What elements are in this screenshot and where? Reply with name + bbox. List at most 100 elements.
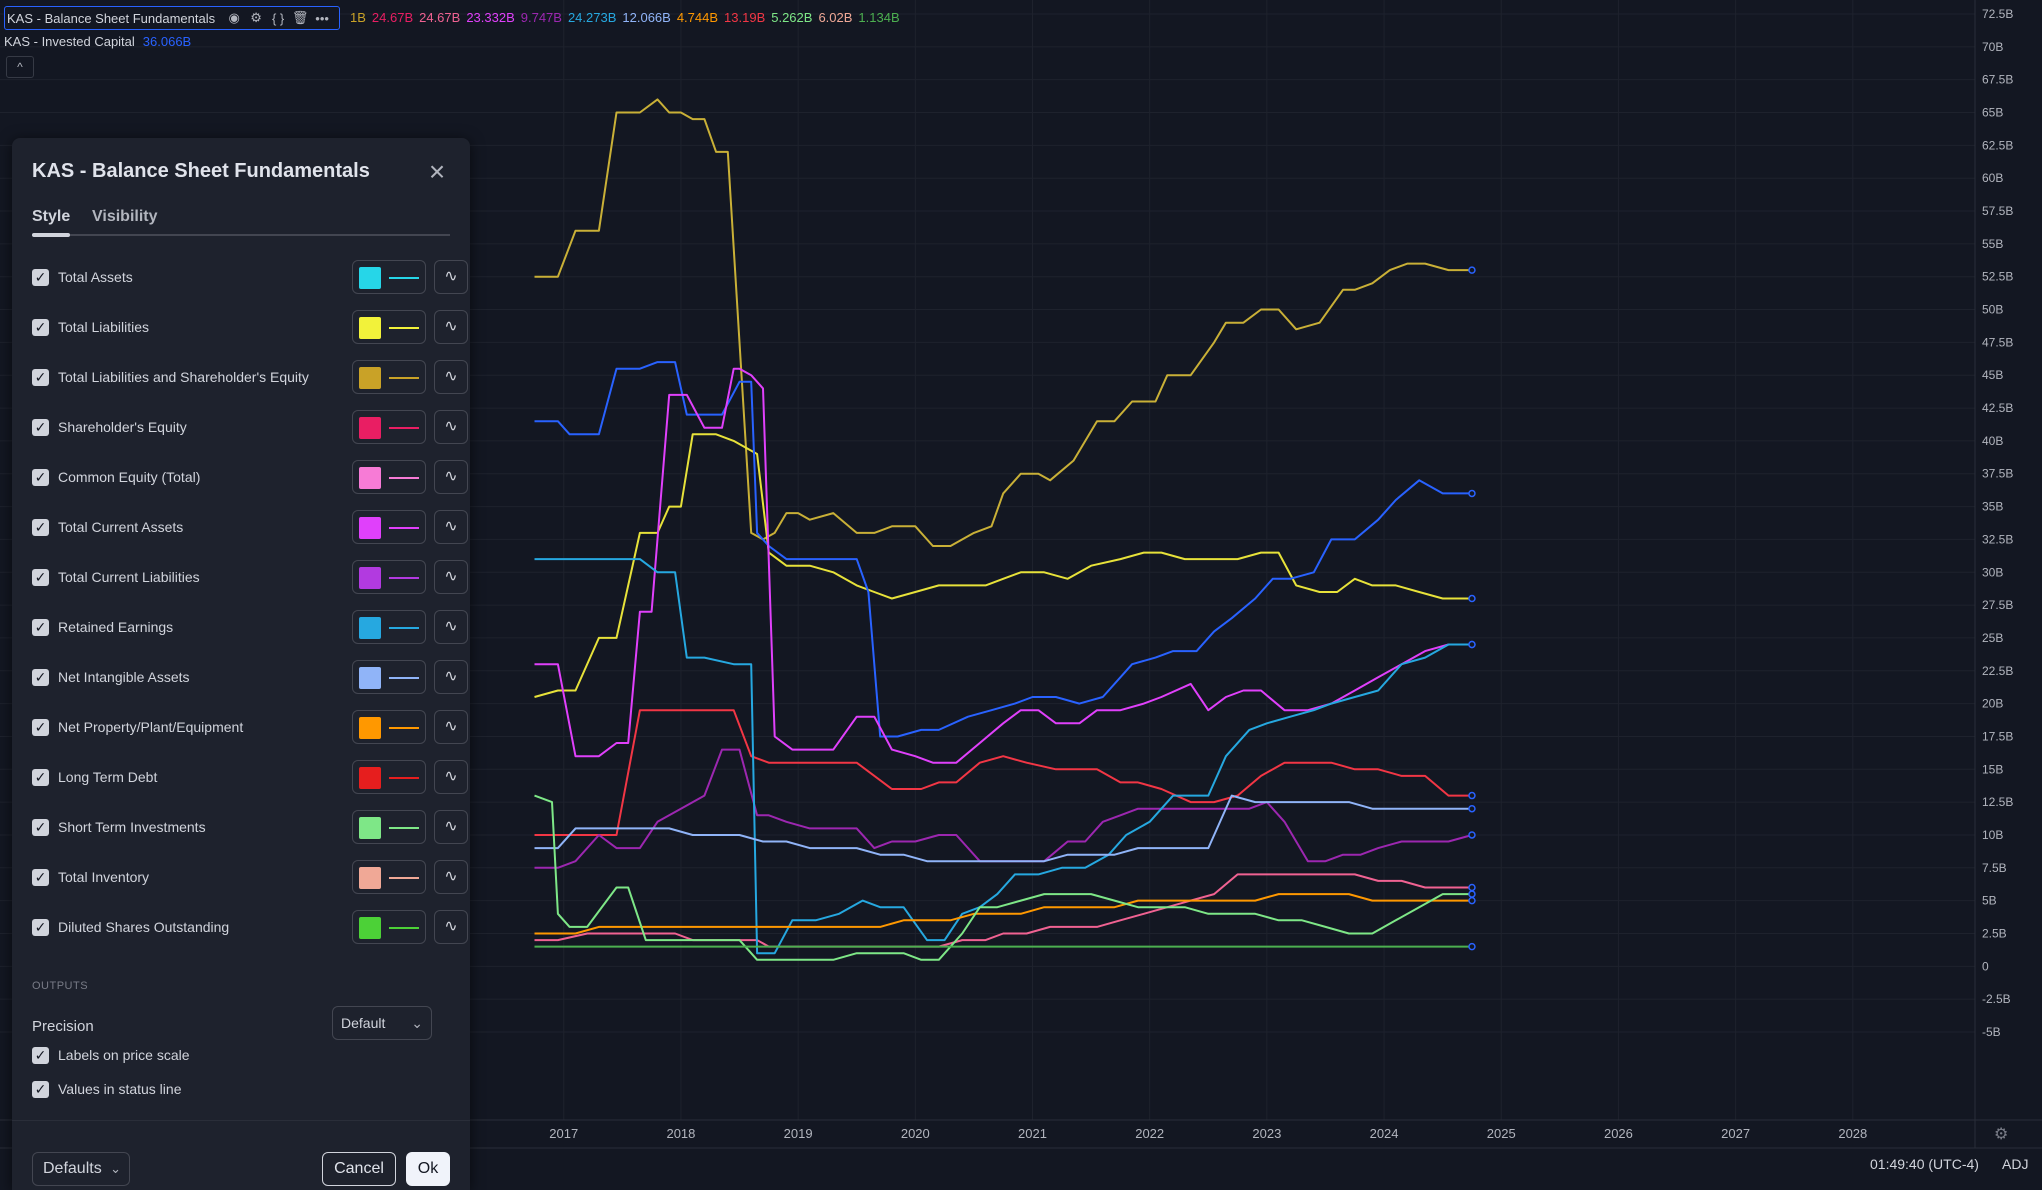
color-picker-button[interactable]	[352, 410, 426, 444]
color-picker-button[interactable]	[352, 310, 426, 344]
color-swatch	[359, 317, 381, 339]
values-in-status-line-row[interactable]: ✓ Values in status line	[32, 1072, 452, 1108]
plot-visible-checkbox[interactable]: ✓	[32, 369, 49, 386]
series-line[interactable]	[534, 794, 1473, 961]
series-line[interactable]	[534, 873, 1473, 948]
labels-on-price-scale-row[interactable]: ✓ Labels on price scale	[32, 1038, 452, 1074]
plot-visible-checkbox[interactable]: ✓	[32, 419, 49, 436]
plot-style-button[interactable]: ∿	[434, 410, 468, 444]
plot-row[interactable]: ✓ Total Current Assets ∿	[32, 510, 468, 546]
plot-row[interactable]: ✓ Total Liabilities and Shareholder's Equ…	[32, 360, 468, 396]
series-line[interactable]	[534, 558, 1473, 955]
series-line[interactable]	[534, 361, 1473, 738]
plot-style-button[interactable]: ∿	[434, 910, 468, 944]
plot-row[interactable]: ✓ Net Intangible Assets ∿	[32, 660, 468, 696]
invested-capital-title[interactable]: KAS - Invested Capital	[4, 33, 135, 49]
plot-visible-checkbox[interactable]: ✓	[32, 569, 49, 586]
ok-button[interactable]: Ok	[406, 1152, 450, 1186]
plot-style-button[interactable]: ∿	[434, 710, 468, 744]
color-swatch	[359, 617, 381, 639]
plot-style-button[interactable]: ∿	[434, 610, 468, 644]
plot-style-button[interactable]: ∿	[434, 560, 468, 594]
labels-on-price-scale-checkbox[interactable]: ✓	[32, 1047, 49, 1064]
plot-style-button[interactable]: ∿	[434, 860, 468, 894]
plot-row[interactable]: ✓ Short Term Investments ∿	[32, 810, 468, 846]
plot-visible-checkbox[interactable]: ✓	[32, 769, 49, 786]
plot-visible-checkbox[interactable]: ✓	[32, 269, 49, 286]
legend-value: 23.332B	[466, 9, 515, 25]
color-picker-button[interactable]	[352, 760, 426, 794]
plot-row[interactable]: ✓ Retained Earnings ∿	[32, 610, 468, 646]
indicator-title[interactable]: KAS - Balance Sheet Fundamentals	[7, 10, 216, 26]
defaults-button[interactable]: Defaults ⌄	[32, 1152, 130, 1186]
code-icon[interactable]: { }	[271, 10, 285, 26]
series-line[interactable]	[534, 794, 1473, 863]
indicator-legend-row[interactable]: KAS - Balance Sheet Fundamentals ◉ ⚙ { }…	[4, 6, 341, 30]
adjustment-toggle[interactable]: ADJ	[2002, 1156, 2029, 1172]
color-picker-button[interactable]	[352, 810, 426, 844]
plot-row[interactable]: ✓ Total Assets ∿	[32, 260, 468, 296]
plot-row[interactable]: ✓ Total Inventory ∿	[32, 860, 468, 896]
plot-visible-checkbox[interactable]: ✓	[32, 319, 49, 336]
plot-style-button[interactable]: ∿	[434, 810, 468, 844]
eye-icon[interactable]: ◉	[228, 10, 240, 25]
color-picker-button[interactable]	[352, 710, 426, 744]
x-tick-label: 2018	[666, 1126, 695, 1141]
settings-icon[interactable]: ⚙	[250, 10, 262, 25]
series-line[interactable]	[534, 748, 1473, 869]
invested-capital-legend-row[interactable]: KAS - Invested Capital 36.066B	[4, 30, 191, 52]
color-picker-button[interactable]	[352, 510, 426, 544]
plot-row[interactable]: ✓ Total Liabilities ∿	[32, 310, 468, 346]
plot-row[interactable]: ✓ Long Term Debt ∿	[32, 760, 468, 796]
more-icon[interactable]: •••	[315, 10, 329, 26]
color-picker-button[interactable]	[352, 560, 426, 594]
values-in-status-line-checkbox[interactable]: ✓	[32, 1081, 49, 1098]
color-picker-button[interactable]	[352, 860, 426, 894]
plot-style-button[interactable]: ∿	[434, 360, 468, 394]
plot-row[interactable]: ✓ Diluted Shares Outstanding ∿	[32, 910, 468, 946]
color-picker-button[interactable]	[352, 260, 426, 294]
precision-select[interactable]: Default ⌄	[332, 1006, 432, 1040]
gear-icon[interactable]: ⚙	[1994, 1126, 2009, 1143]
plot-visible-checkbox[interactable]: ✓	[32, 519, 49, 536]
y-tick-label: 45B	[1982, 368, 2003, 382]
plot-style-button[interactable]: ∿	[434, 260, 468, 294]
plot-visible-checkbox[interactable]: ✓	[32, 719, 49, 736]
y-tick-label: -2.5B	[1982, 992, 2011, 1006]
plot-visible-checkbox[interactable]: ✓	[32, 469, 49, 486]
tab-visibility[interactable]: Visibility	[92, 208, 158, 225]
plot-style-button[interactable]: ∿	[434, 760, 468, 794]
tab-style[interactable]: Style	[32, 208, 71, 225]
series-end-marker	[1468, 791, 1476, 800]
plot-row[interactable]: ✓ Net Property/Plant/Equipment ∿	[32, 710, 468, 746]
plot-style-button[interactable]: ∿	[434, 660, 468, 694]
line-style-icon: ∿	[444, 668, 458, 685]
plot-row[interactable]: ✓ Shareholder's Equity ∿	[32, 410, 468, 446]
close-icon[interactable]: ×	[428, 156, 446, 187]
plot-row[interactable]: ✓ Total Current Liabilities ∿	[32, 560, 468, 596]
series-line[interactable]	[534, 893, 1473, 935]
plot-visible-checkbox[interactable]: ✓	[32, 819, 49, 836]
series-line[interactable]	[534, 433, 1473, 698]
plot-style-button[interactable]: ∿	[434, 460, 468, 494]
time-display[interactable]: 01:49:40 (UTC-4)	[1870, 1156, 1979, 1172]
plot-style-button[interactable]: ∿	[434, 510, 468, 544]
color-picker-button[interactable]	[352, 460, 426, 494]
line-style-icon: ∿	[444, 568, 458, 585]
series-line[interactable]	[534, 98, 1473, 547]
cancel-button[interactable]: Cancel	[322, 1152, 396, 1186]
plot-visible-checkbox[interactable]: ✓	[32, 669, 49, 686]
color-picker-button[interactable]	[352, 360, 426, 394]
color-picker-button[interactable]	[352, 910, 426, 944]
trash-icon[interactable]: 🗑	[291, 10, 309, 25]
plot-visible-checkbox[interactable]: ✓	[32, 619, 49, 636]
series-line[interactable]	[534, 367, 1473, 764]
plot-style-button[interactable]: ∿	[434, 310, 468, 344]
collapse-legend-button[interactable]: ^	[6, 56, 34, 78]
plot-visible-checkbox[interactable]: ✓	[32, 919, 49, 936]
series-line[interactable]	[534, 709, 1473, 836]
color-picker-button[interactable]	[352, 610, 426, 644]
plot-row[interactable]: ✓ Common Equity (Total) ∿	[32, 460, 468, 496]
color-picker-button[interactable]	[352, 660, 426, 694]
plot-visible-checkbox[interactable]: ✓	[32, 869, 49, 886]
